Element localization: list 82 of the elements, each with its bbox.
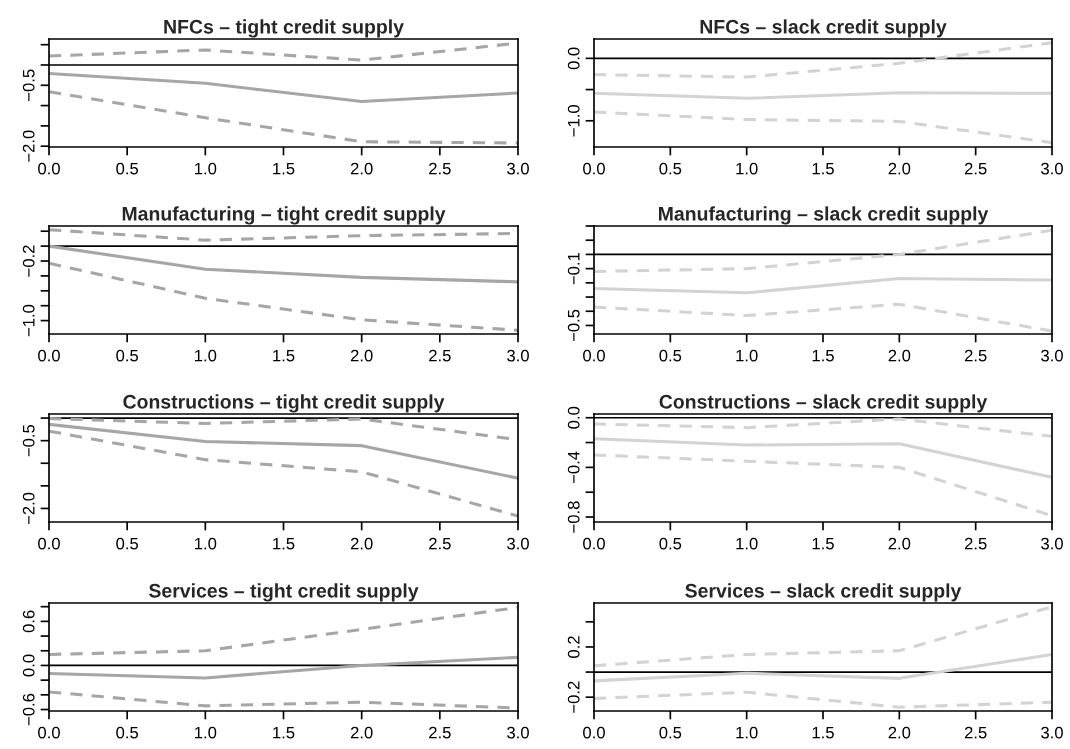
chart-title: Manufacturing – tight credit supply	[122, 206, 446, 225]
x-tick-label: 1.5	[273, 162, 295, 175]
chart-title: Services – tight credit supply	[148, 583, 419, 602]
y-tick-label: 0.0	[22, 654, 35, 677]
x-tick-label: 3.0	[507, 162, 529, 175]
x-tick-label: 2.0	[350, 726, 373, 739]
x-tick-label: 1.5	[812, 726, 834, 739]
x-tick-label: 1.0	[195, 726, 217, 739]
x-tick-label: 2.0	[350, 162, 373, 175]
x-tick-label: 2.0	[888, 726, 911, 739]
x-tick-label: 2.0	[888, 537, 911, 550]
x-tick-label: 0.0	[583, 726, 605, 739]
x-tick-label: 2.5	[429, 726, 451, 739]
chart-title: NFCs – slack credit supply	[700, 19, 947, 38]
y-tick-label: −0.2	[567, 681, 580, 713]
y-tick-label: −0.5	[22, 424, 35, 457]
y-tick-label: −0.5	[22, 69, 35, 101]
x-tick-label: 1.0	[736, 537, 758, 550]
x-tick-label: 0.0	[38, 349, 60, 362]
x-tick-label: 0.0	[38, 162, 60, 175]
x-tick-label: 2.5	[964, 537, 987, 550]
y-tick-label: 0.0	[567, 47, 580, 70]
y-tick-label: 0.6	[22, 610, 35, 633]
x-tick-label: 3.0	[507, 349, 529, 362]
x-tick-label: 1.5	[273, 537, 295, 550]
x-tick-label: 1.0	[736, 162, 758, 175]
x-tick-label: 0.5	[116, 537, 139, 550]
y-tick-label: −1.0	[22, 304, 35, 337]
x-tick-label: 3.0	[1041, 349, 1063, 362]
chart-title: Constructions – tight credit supply	[123, 394, 445, 413]
x-tick-label: 2.0	[888, 162, 911, 175]
x-tick-label: 1.5	[273, 349, 295, 362]
chart-title: Constructions – slack credit supply	[659, 394, 988, 413]
chart-title: Manufacturing – slack credit supply	[658, 206, 989, 225]
x-tick-label: 0.0	[583, 349, 605, 362]
x-tick-label: 1.0	[195, 162, 217, 175]
x-tick-label: 2.0	[350, 537, 373, 550]
x-tick-label: 1.0	[195, 349, 217, 362]
x-tick-label: 0.5	[659, 349, 682, 362]
x-tick-label: 1.5	[812, 349, 834, 362]
y-tick-label: −2.0	[22, 492, 35, 525]
x-tick-label: 0.0	[38, 726, 60, 739]
x-tick-label: 3.0	[1041, 726, 1063, 739]
y-tick-label: −0.6	[22, 693, 35, 726]
x-tick-label: 1.0	[195, 537, 217, 550]
chart-title: Services – slack credit supply	[685, 583, 962, 602]
x-tick-label: 2.5	[429, 349, 451, 362]
y-tick-label: −0.2	[22, 245, 35, 277]
chart-title: NFCs – tight credit supply	[164, 19, 404, 38]
y-tick-label: −0.5	[567, 309, 580, 342]
y-tick-label: −1.0	[567, 104, 580, 137]
x-tick-label: 0.5	[116, 726, 139, 739]
x-tick-label: 3.0	[507, 726, 529, 739]
y-tick-label: −0.8	[567, 501, 580, 533]
y-tick-label: −0.4	[567, 451, 580, 484]
x-tick-label: 3.0	[1041, 537, 1063, 550]
x-tick-label: 2.5	[964, 349, 987, 362]
x-tick-label: 3.0	[507, 537, 529, 550]
x-tick-label: 0.5	[659, 162, 682, 175]
y-tick-label: −0.1	[567, 252, 580, 285]
x-tick-label: 0.0	[583, 537, 605, 550]
y-tick-label: −2.0	[22, 130, 35, 162]
x-tick-label: 3.0	[1041, 162, 1063, 175]
x-tick-label: 2.5	[429, 537, 451, 550]
x-tick-label: 1.5	[812, 162, 834, 175]
x-tick-label: 1.5	[812, 537, 834, 550]
x-tick-label: 0.0	[583, 162, 605, 175]
x-tick-label: 2.5	[429, 162, 451, 175]
x-tick-label: 2.0	[888, 349, 911, 362]
x-tick-label: 0.0	[38, 537, 60, 550]
x-tick-label: 1.5	[273, 726, 295, 739]
x-tick-label: 1.0	[736, 726, 758, 739]
x-tick-label: 1.0	[736, 349, 758, 362]
x-tick-label: 0.5	[116, 349, 139, 362]
y-tick-label: 0.0	[567, 406, 580, 429]
x-tick-label: 0.5	[659, 726, 682, 739]
x-tick-label: 0.5	[116, 162, 139, 175]
x-tick-label: 2.5	[964, 726, 987, 739]
x-tick-label: 0.5	[659, 537, 682, 550]
x-tick-label: 2.5	[964, 162, 987, 175]
x-tick-label: 2.0	[350, 349, 373, 362]
y-tick-label: 0.2	[567, 636, 580, 658]
